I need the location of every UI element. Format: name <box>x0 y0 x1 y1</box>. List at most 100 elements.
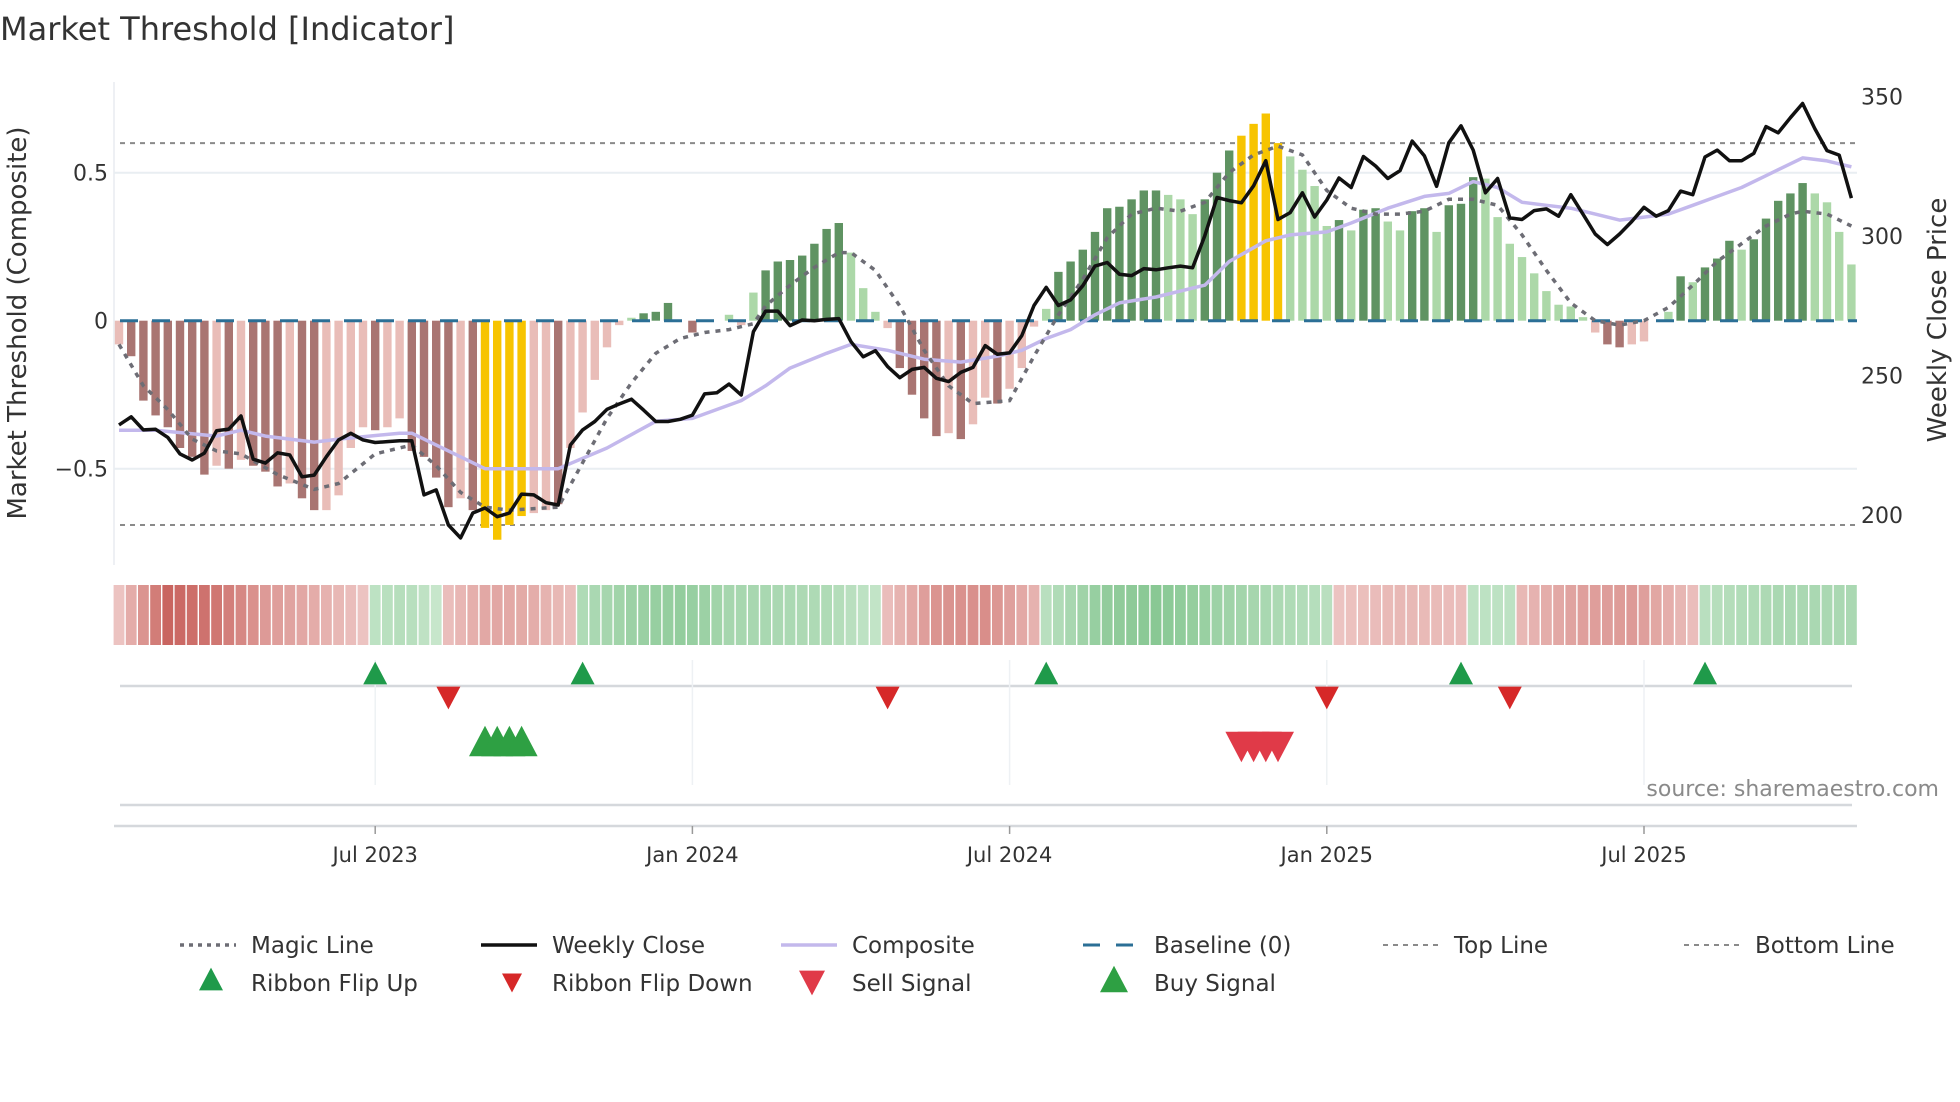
ribbon-stripe <box>1101 585 1113 645</box>
histogram-bar <box>956 320 965 440</box>
legend-label: Bottom Line <box>1755 933 1895 959</box>
histogram-bar <box>1066 261 1075 321</box>
ribbon-stripe <box>1211 585 1223 645</box>
histogram-bar <box>1530 273 1539 321</box>
histogram-bar <box>493 320 502 540</box>
ribbon-stripe <box>199 585 210 645</box>
magic-line <box>117 144 1853 512</box>
ribbon-flip-up-marker <box>363 661 388 685</box>
ribbon-stripe <box>1077 585 1089 645</box>
ribbon-stripe <box>479 585 491 645</box>
ribbon-stripe <box>455 585 466 645</box>
right-tick-label: 200 <box>1861 504 1903 529</box>
ribbon-stripe <box>1711 585 1723 645</box>
histogram-bar <box>1042 308 1051 321</box>
ribbon-stripe <box>601 585 613 645</box>
histogram-bar <box>1212 172 1222 321</box>
histogram-bar <box>249 320 258 466</box>
histogram-bar <box>163 320 172 428</box>
legend-item-magic: Magic Line <box>180 933 374 959</box>
legend-item-baseline: Baseline (0) <box>1083 933 1291 959</box>
ribbon-stripe <box>1797 585 1808 645</box>
histogram-bar <box>1566 306 1575 321</box>
ribbon-stripe <box>1724 585 1735 645</box>
right-tick-label: 250 <box>1861 365 1903 390</box>
histogram-bar <box>1700 267 1710 321</box>
ribbon-stripe <box>186 585 198 645</box>
ribbon-flip-down-marker <box>436 686 461 710</box>
legend-label: Baseline (0) <box>1154 933 1291 959</box>
ribbon-stripe <box>748 585 759 645</box>
histogram-bar <box>1713 258 1722 321</box>
legend-label: Buy Signal <box>1154 971 1276 997</box>
histogram-bar <box>1578 317 1588 321</box>
weekly-close-line <box>118 101 1854 540</box>
ribbon-stripe <box>394 585 405 645</box>
ribbon-stripe <box>345 585 357 645</box>
histogram-bar <box>310 320 319 511</box>
ribbon-stripe <box>1650 585 1662 645</box>
ribbon-stripe <box>772 585 784 645</box>
ribbon-stripe <box>699 585 710 645</box>
trend-ribbon <box>113 585 1857 645</box>
ribbon-stripe <box>711 585 723 645</box>
x-tick-label: Jan 2024 <box>644 843 739 867</box>
ribbon-stripe <box>662 585 674 645</box>
histogram-bar <box>1749 239 1758 321</box>
histogram-bar <box>785 260 795 321</box>
histogram-bar <box>371 320 380 431</box>
histogram-bar <box>773 261 782 321</box>
histogram-bar <box>1054 271 1063 321</box>
ribbon-stripe <box>1309 585 1320 645</box>
ribbon-stripe <box>577 585 588 645</box>
histogram-bar <box>224 320 233 469</box>
ribbon-stripe <box>235 585 247 645</box>
ribbon-stripe <box>418 585 430 645</box>
ribbon-flip-up-marker <box>1034 661 1059 685</box>
source-label: source: sharemaestro.com <box>1646 777 1939 802</box>
buy-signal-icon <box>1100 965 1128 993</box>
histogram-bar <box>480 320 490 528</box>
histogram-bar <box>1164 194 1173 321</box>
ribbon-stripe <box>735 585 747 645</box>
ribbon-stripe <box>1394 585 1406 645</box>
ribbon-stripe <box>760 585 771 645</box>
legend: Magic Line Weekly Close Composite Baseline … <box>180 933 1895 997</box>
ribbon-stripe <box>150 585 161 645</box>
histogram-bar <box>444 320 453 508</box>
ribbon-stripe <box>357 585 369 645</box>
histogram-bar <box>1505 243 1514 321</box>
legend-label: Ribbon Flip Down <box>552 971 753 997</box>
histogram-bar <box>261 320 270 472</box>
histogram-bar <box>1615 320 1624 348</box>
ribbon-stripe <box>796 585 808 645</box>
histogram-bar <box>1383 221 1392 321</box>
date-axis: Jul 2023 Jan 2024 Jul 2024 Jan 2025 Jul 2025 <box>114 824 1857 867</box>
ribbon-stripe <box>1443 585 1455 645</box>
histogram-bar <box>541 320 551 511</box>
left-tick-label: 0 <box>94 310 108 335</box>
histogram-bar <box>1591 320 1600 333</box>
histogram-bar <box>1847 264 1856 321</box>
histogram-bar <box>505 320 514 525</box>
histogram-bar <box>529 320 538 514</box>
histogram-bar <box>578 320 587 413</box>
legend-item-close: Weekly Close <box>481 933 705 959</box>
ribbon-stripe <box>809 585 820 645</box>
ribbon-stripe <box>918 585 930 645</box>
histogram-bar <box>285 320 294 484</box>
histogram-bar <box>944 320 953 434</box>
histogram-bar <box>895 320 904 369</box>
histogram-bar <box>1029 320 1039 327</box>
histogram-bar <box>1408 211 1417 321</box>
ribbon-stripe <box>369 585 381 645</box>
ribbon-stripe <box>272 585 283 645</box>
legend-item-buy: Buy Signal <box>1154 971 1276 997</box>
ribbon-stripe <box>1175 585 1186 645</box>
ribbon-stripe <box>626 585 637 645</box>
composite-line <box>119 156 1852 471</box>
histogram-bar <box>1688 282 1697 321</box>
ribbon-stripe <box>1504 585 1516 645</box>
ribbon-stripe <box>1382 585 1394 645</box>
